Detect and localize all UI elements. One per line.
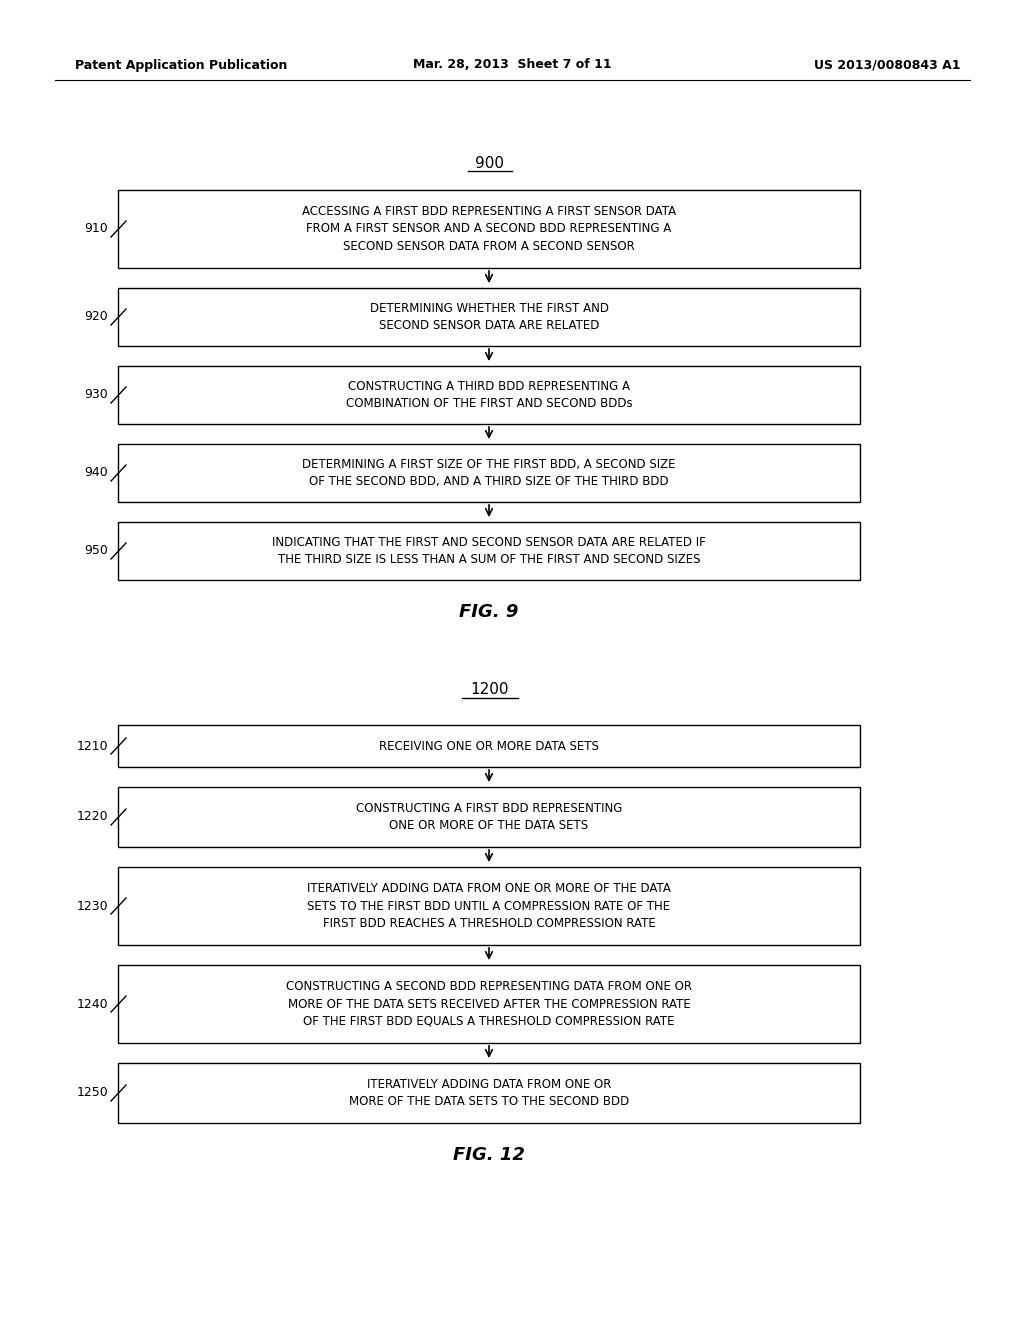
Bar: [118, 1063, 860, 1123]
Text: Mar. 28, 2013  Sheet 7 of 11: Mar. 28, 2013 Sheet 7 of 11: [413, 58, 611, 71]
Text: 1210: 1210: [77, 739, 108, 752]
Text: RECEIVING ONE OR MORE DATA SETS: RECEIVING ONE OR MORE DATA SETS: [379, 739, 599, 752]
Text: CONSTRUCTING A SECOND BDD REPRESENTING DATA FROM ONE OR
MORE OF THE DATA SETS RE: CONSTRUCTING A SECOND BDD REPRESENTING D…: [286, 979, 692, 1028]
Text: 920: 920: [84, 310, 108, 323]
Text: CONSTRUCTING A FIRST BDD REPRESENTING
ONE OR MORE OF THE DATA SETS: CONSTRUCTING A FIRST BDD REPRESENTING ON…: [355, 801, 623, 832]
Text: CONSTRUCTING A THIRD BDD REPRESENTING A
COMBINATION OF THE FIRST AND SECOND BDDs: CONSTRUCTING A THIRD BDD REPRESENTING A …: [346, 380, 632, 411]
Bar: [118, 444, 860, 502]
Bar: [118, 366, 860, 424]
Text: FIG. 12: FIG. 12: [453, 1146, 525, 1164]
Text: 1230: 1230: [77, 899, 108, 912]
Text: INDICATING THAT THE FIRST AND SECOND SENSOR DATA ARE RELATED IF
THE THIRD SIZE I: INDICATING THAT THE FIRST AND SECOND SEN…: [272, 536, 706, 566]
Bar: [118, 725, 860, 767]
Text: 1220: 1220: [77, 810, 108, 824]
Text: Patent Application Publication: Patent Application Publication: [75, 58, 288, 71]
Text: 1200: 1200: [471, 682, 509, 697]
Bar: [118, 521, 860, 579]
Text: ITERATIVELY ADDING DATA FROM ONE OR
MORE OF THE DATA SETS TO THE SECOND BDD: ITERATIVELY ADDING DATA FROM ONE OR MORE…: [349, 1077, 629, 1109]
Bar: [118, 867, 860, 945]
Text: ACCESSING A FIRST BDD REPRESENTING A FIRST SENSOR DATA
FROM A FIRST SENSOR AND A: ACCESSING A FIRST BDD REPRESENTING A FIR…: [302, 205, 676, 253]
Text: DETERMINING A FIRST SIZE OF THE FIRST BDD, A SECOND SIZE
OF THE SECOND BDD, AND : DETERMINING A FIRST SIZE OF THE FIRST BD…: [302, 458, 676, 488]
Bar: [118, 190, 860, 268]
Text: 900: 900: [475, 156, 505, 170]
Text: 1250: 1250: [76, 1086, 108, 1100]
Text: ITERATIVELY ADDING DATA FROM ONE OR MORE OF THE DATA
SETS TO THE FIRST BDD UNTIL: ITERATIVELY ADDING DATA FROM ONE OR MORE…: [307, 882, 671, 931]
Text: US 2013/0080843 A1: US 2013/0080843 A1: [813, 58, 961, 71]
Text: FIG. 9: FIG. 9: [460, 603, 519, 620]
Bar: [118, 965, 860, 1043]
Text: 910: 910: [84, 223, 108, 235]
Text: 940: 940: [84, 466, 108, 479]
Text: 950: 950: [84, 544, 108, 557]
Text: 1240: 1240: [77, 998, 108, 1011]
Text: DETERMINING WHETHER THE FIRST AND
SECOND SENSOR DATA ARE RELATED: DETERMINING WHETHER THE FIRST AND SECOND…: [370, 302, 608, 333]
Bar: [118, 787, 860, 847]
Bar: [118, 288, 860, 346]
Text: 930: 930: [84, 388, 108, 401]
